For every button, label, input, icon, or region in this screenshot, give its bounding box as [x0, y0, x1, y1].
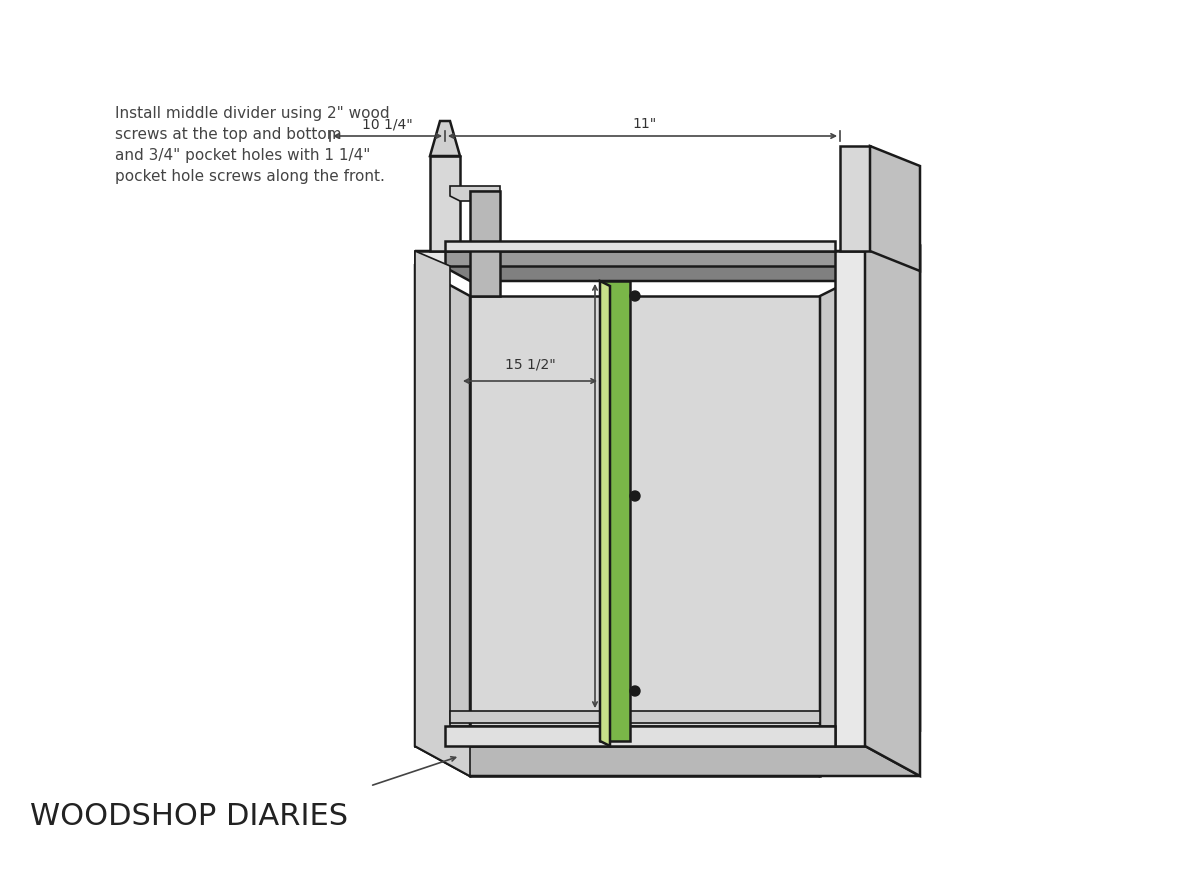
Circle shape: [630, 491, 640, 501]
Polygon shape: [870, 146, 920, 271]
Polygon shape: [865, 246, 920, 776]
Polygon shape: [470, 191, 500, 296]
Text: 10 1/4": 10 1/4": [361, 117, 413, 131]
Polygon shape: [430, 121, 460, 156]
Polygon shape: [415, 266, 470, 776]
Text: 11": 11": [632, 117, 658, 131]
Text: WOODSHOP DIARIES: WOODSHOP DIARIES: [30, 802, 348, 831]
Polygon shape: [415, 251, 445, 746]
Polygon shape: [415, 746, 920, 776]
Polygon shape: [415, 251, 865, 266]
Polygon shape: [415, 251, 470, 776]
Polygon shape: [600, 281, 610, 746]
Polygon shape: [820, 246, 920, 776]
Polygon shape: [835, 251, 865, 746]
Polygon shape: [415, 726, 865, 746]
Circle shape: [630, 686, 640, 696]
Polygon shape: [430, 156, 460, 251]
Polygon shape: [470, 296, 820, 776]
Text: 28": 28": [605, 479, 629, 493]
Polygon shape: [450, 711, 820, 723]
Polygon shape: [450, 186, 500, 201]
Polygon shape: [600, 281, 630, 741]
Polygon shape: [445, 241, 835, 251]
Text: 15 1/2": 15 1/2": [505, 357, 556, 371]
Polygon shape: [445, 726, 835, 746]
Text: Install middle divider using 2" wood
screws at the top and bottom
and 3/4" pocke: Install middle divider using 2" wood scr…: [115, 106, 390, 184]
Polygon shape: [415, 251, 920, 281]
Circle shape: [630, 291, 640, 301]
Polygon shape: [840, 146, 870, 251]
